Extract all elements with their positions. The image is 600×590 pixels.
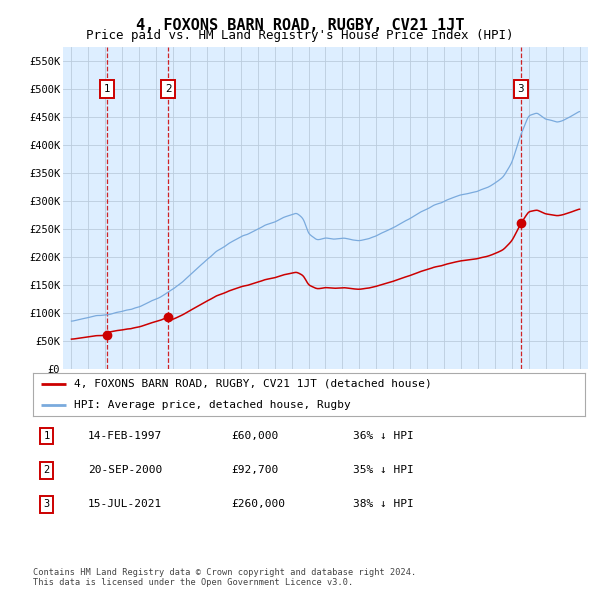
Text: 3: 3 [518,84,524,94]
Text: 3: 3 [44,500,50,509]
Text: Contains HM Land Registry data © Crown copyright and database right 2024.
This d: Contains HM Land Registry data © Crown c… [33,568,416,587]
Text: £92,700: £92,700 [232,466,279,475]
Text: 4, FOXONS BARN ROAD, RUGBY, CV21 1JT: 4, FOXONS BARN ROAD, RUGBY, CV21 1JT [136,18,464,32]
Text: £260,000: £260,000 [232,500,286,509]
Text: 35% ↓ HPI: 35% ↓ HPI [353,466,414,475]
Text: 2: 2 [165,84,172,94]
Text: 1: 1 [104,84,110,94]
Text: £60,000: £60,000 [232,431,279,441]
Text: 20-SEP-2000: 20-SEP-2000 [88,466,163,475]
Text: 4, FOXONS BARN ROAD, RUGBY, CV21 1JT (detached house): 4, FOXONS BARN ROAD, RUGBY, CV21 1JT (de… [74,379,432,389]
Text: 15-JUL-2021: 15-JUL-2021 [88,500,163,509]
Text: 2: 2 [44,466,50,475]
Text: HPI: Average price, detached house, Rugby: HPI: Average price, detached house, Rugb… [74,400,351,410]
Text: Price paid vs. HM Land Registry's House Price Index (HPI): Price paid vs. HM Land Registry's House … [86,30,514,42]
Text: 14-FEB-1997: 14-FEB-1997 [88,431,163,441]
Text: 1: 1 [44,431,50,441]
Text: 38% ↓ HPI: 38% ↓ HPI [353,500,414,509]
Text: 36% ↓ HPI: 36% ↓ HPI [353,431,414,441]
